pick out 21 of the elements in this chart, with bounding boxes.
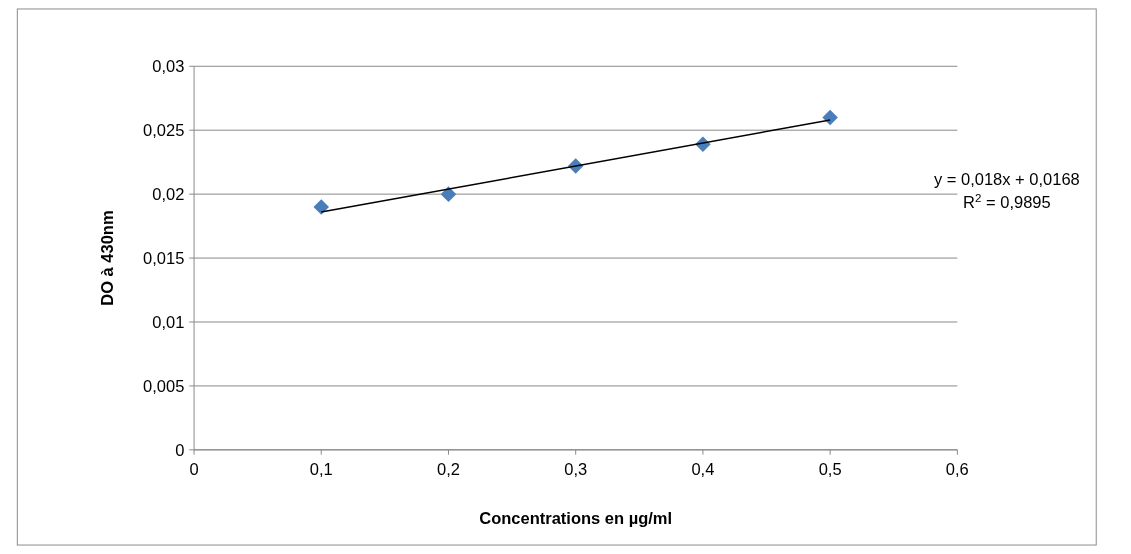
y-tick-label: 0,02 [152,184,185,203]
y-tick-label: 0 [175,440,185,459]
y-tick-label: 0,005 [143,376,185,395]
point [440,186,457,202]
y-axis-title: DO à 430nm [98,210,117,306]
y-tick-label: 0,025 [143,121,185,140]
x-tick-label: 0 [189,460,199,479]
x-tick-label: 0,3 [564,460,588,479]
text: R$^{2}$ = 0,9895 [963,192,1051,212]
x-tick-label: 0,4 [691,460,715,479]
annotation: y = 0,018x + 0,0168 [933,169,1080,188]
point [313,199,330,215]
y-tick-label: 0,03 [152,57,185,76]
y-tick-label: 0,015 [143,248,185,267]
x-tick-label: 0,6 [945,460,969,479]
x-tick-label: 0,1 [309,460,333,479]
x-axis-title: Concentrations en µg/ml [479,508,673,527]
y-tick-label: 0,01 [152,312,185,331]
point [822,109,838,126]
x-tick-label: 0,5 [818,460,842,479]
x-tick-label: 0,2 [437,460,460,479]
